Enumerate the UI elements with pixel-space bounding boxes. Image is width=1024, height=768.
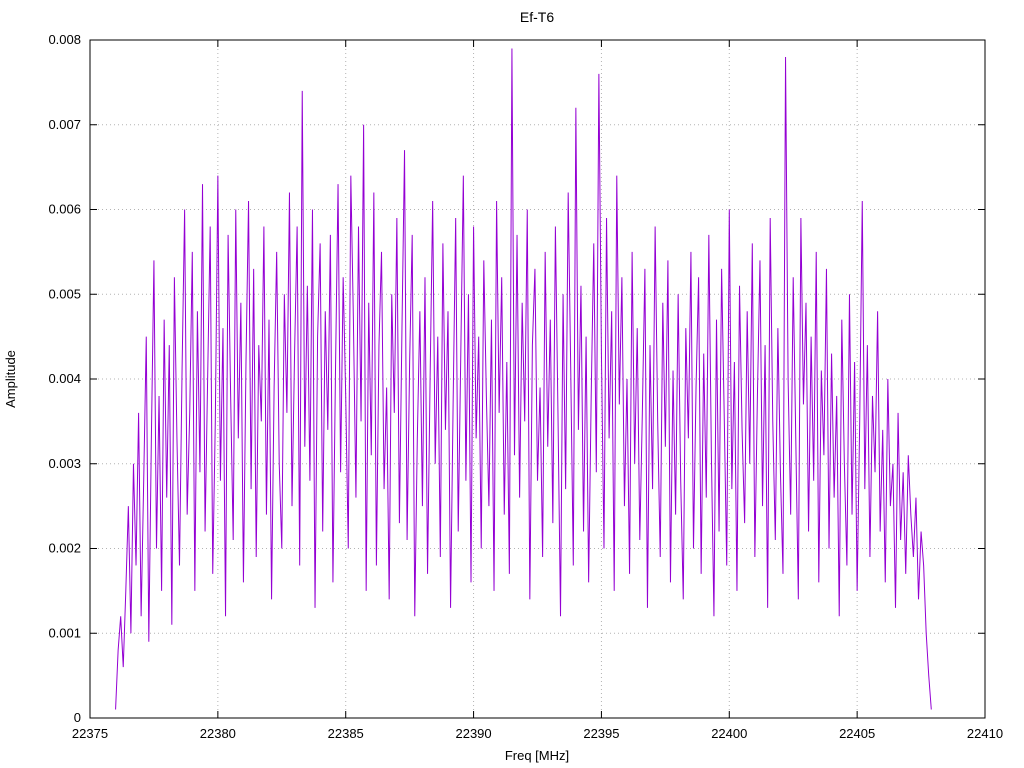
x-tick-label: 22385 bbox=[328, 726, 364, 741]
y-tick-label: 0.003 bbox=[48, 456, 81, 471]
tick-labels-layer: 22375 22380 22385 22390 22395 22400 22405 22410… bbox=[48, 32, 1003, 741]
y-axis-title: Amplitude bbox=[3, 350, 18, 408]
grid-layer bbox=[90, 40, 985, 718]
x-tick-label: 22395 bbox=[583, 726, 619, 741]
x-tick-label: 22380 bbox=[200, 726, 236, 741]
y-tick-label: 0.001 bbox=[48, 625, 81, 640]
y-tick-label: 0 bbox=[74, 710, 81, 725]
y-tick-label: 0.004 bbox=[48, 371, 81, 386]
y-tick-label: 0.005 bbox=[48, 286, 81, 301]
x-tick-label: 22400 bbox=[711, 726, 747, 741]
axis-frame-layer bbox=[89, 39, 986, 719]
y-tick-label: 0.008 bbox=[48, 32, 81, 47]
x-tick-label: 22375 bbox=[72, 726, 108, 741]
x-axis-title: Freq [MHz] bbox=[505, 748, 569, 763]
y-tick-label: 0.007 bbox=[48, 117, 81, 132]
x-tick-label: 22390 bbox=[455, 726, 491, 741]
chart-title: Ef-T6 bbox=[520, 9, 554, 25]
y-tick-label: 0.002 bbox=[48, 541, 81, 556]
data-series-layer bbox=[115, 48, 932, 710]
y-tick-label: 0.006 bbox=[48, 202, 81, 217]
spectrum-series bbox=[115, 48, 932, 710]
x-tick-label: 22405 bbox=[839, 726, 875, 741]
x-tick-label: 22410 bbox=[967, 726, 1003, 741]
